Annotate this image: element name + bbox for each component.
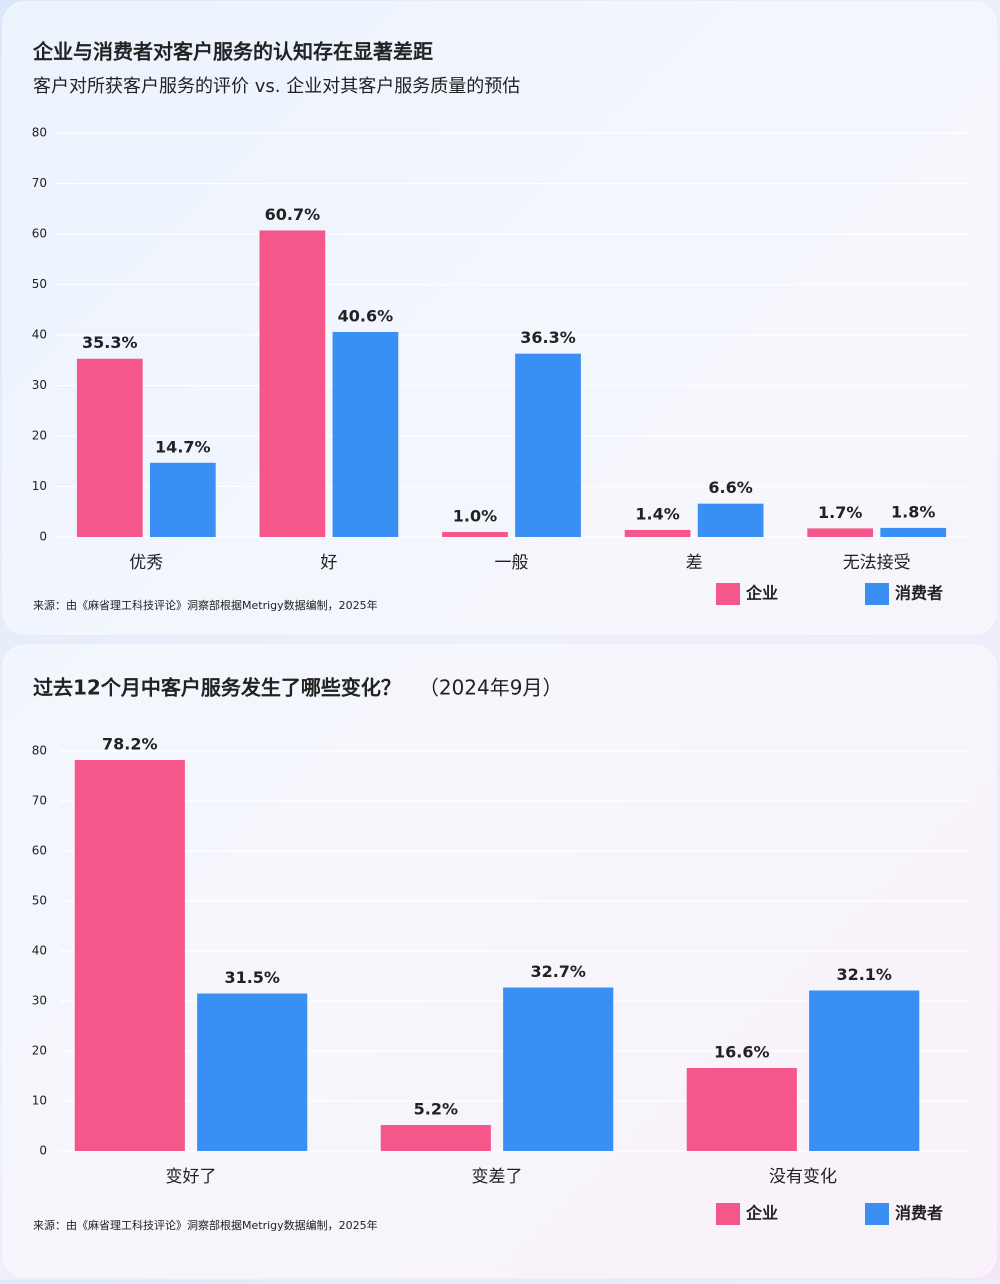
- data-label: 1.7%: [818, 503, 862, 522]
- data-label: 16.6%: [714, 1043, 770, 1062]
- data-label: 14.7%: [155, 437, 211, 456]
- legend-label: 消费者: [895, 584, 943, 603]
- x-tick-label: 无法接受: [843, 553, 911, 573]
- legend-label: 企业: [745, 584, 778, 603]
- data-label: 6.6%: [708, 478, 752, 497]
- chart-subtitle: （2024年9月）: [419, 676, 563, 700]
- x-tick-label: 变好了: [166, 1167, 217, 1187]
- bar: [503, 987, 614, 1151]
- data-label: 31.5%: [224, 968, 280, 987]
- x-tick-label: 差: [686, 553, 703, 573]
- y-tick-label: 30: [32, 378, 47, 392]
- bar: [442, 531, 508, 537]
- y-tick-label: 20: [32, 1044, 47, 1058]
- bar: [697, 503, 764, 537]
- bar: [197, 993, 308, 1151]
- data-label: 1.4%: [635, 504, 679, 523]
- data-label: 36.3%: [520, 328, 576, 347]
- x-tick-label: 优秀: [129, 553, 163, 573]
- chart-subtitle: 客户对所获客户服务的评价 vs. 企业对其客户服务质量的预估: [33, 76, 520, 97]
- legend-swatch: [865, 583, 889, 605]
- bar: [149, 462, 216, 537]
- data-label: 1.0%: [453, 506, 497, 525]
- x-tick-label: 没有变化: [769, 1167, 837, 1187]
- data-label: 78.2%: [102, 735, 158, 754]
- y-tick-label: 0: [39, 530, 47, 544]
- y-tick-label: 80: [32, 126, 47, 140]
- bar: [332, 331, 399, 537]
- y-tick-label: 20: [32, 429, 47, 443]
- y-tick-label: 70: [32, 176, 47, 190]
- y-tick-label: 80: [32, 744, 47, 758]
- chart-title: 企业与消费者对客户服务的认知存在显著差距: [32, 40, 433, 64]
- data-label: 35.3%: [82, 333, 138, 352]
- legend-swatch: [865, 1203, 889, 1225]
- bar: [880, 527, 947, 537]
- bar: [624, 529, 691, 537]
- bar: [809, 990, 920, 1151]
- bar: [515, 353, 581, 537]
- y-tick-label: 70: [32, 794, 47, 808]
- legend-swatch: [716, 583, 740, 605]
- legend-label: 消费者: [895, 1204, 943, 1223]
- y-tick-label: 30: [32, 994, 47, 1008]
- y-tick-label: 60: [32, 227, 47, 241]
- x-tick-label: 好: [320, 553, 337, 573]
- bar: [76, 358, 143, 537]
- y-tick-label: 60: [32, 844, 47, 858]
- y-tick-label: 0: [39, 1144, 47, 1158]
- x-tick-label: 变差了: [472, 1167, 523, 1187]
- source-note: 来源：由《麻省理工科技评论》洞察部根据Metrigy数据编制，2025年: [33, 598, 378, 612]
- y-tick-label: 10: [32, 479, 47, 493]
- bar: [74, 760, 185, 1151]
- y-tick-label: 50: [32, 894, 47, 908]
- bar: [686, 1068, 797, 1151]
- bar: [807, 528, 874, 537]
- legend-swatch: [716, 1203, 740, 1225]
- data-label: 32.1%: [836, 965, 892, 984]
- bar: [380, 1125, 491, 1151]
- y-tick-label: 40: [32, 944, 47, 958]
- data-label: 5.2%: [414, 1100, 458, 1119]
- y-tick-label: 40: [32, 328, 47, 342]
- bar: [259, 230, 326, 537]
- chart-title: 过去12个月中客户服务发生了哪些变化？: [33, 676, 401, 700]
- data-label: 40.6%: [338, 306, 394, 325]
- source-note: 来源：由《麻省理工科技评论》洞察部根据Metrigy数据编制，2025年: [33, 1218, 378, 1232]
- y-tick-label: 50: [32, 277, 47, 291]
- card: [2, 1, 997, 635]
- data-label: 1.8%: [891, 502, 935, 521]
- y-tick-label: 10: [32, 1094, 47, 1108]
- legend-label: 企业: [745, 1204, 778, 1223]
- data-label: 32.7%: [530, 962, 586, 981]
- data-label: 60.7%: [265, 205, 321, 224]
- x-tick-label: 一般: [495, 553, 529, 573]
